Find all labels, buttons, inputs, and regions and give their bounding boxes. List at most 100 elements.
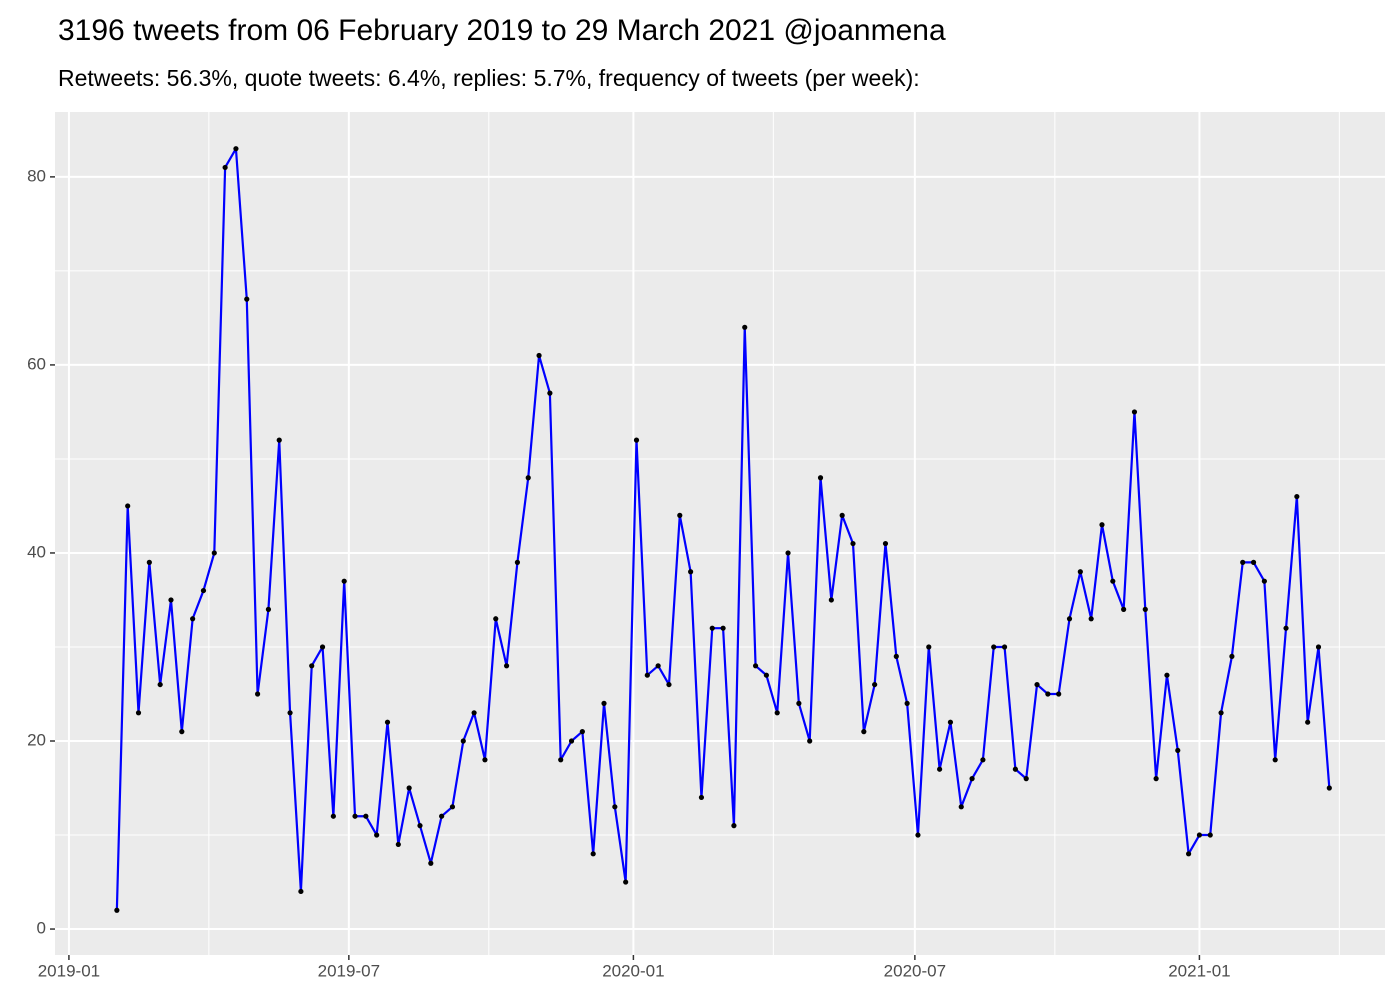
point bbox=[623, 879, 629, 885]
point bbox=[1175, 747, 1181, 754]
point bbox=[179, 729, 185, 735]
point bbox=[1326, 785, 1332, 791]
y-tick-label: 60 bbox=[27, 354, 46, 373]
chart-subtitle: Retweets: 56.3%, quote tweets: 6.4%, rep… bbox=[58, 65, 920, 91]
point bbox=[417, 823, 423, 829]
point bbox=[677, 512, 683, 518]
point bbox=[558, 757, 564, 763]
point bbox=[644, 672, 650, 678]
point bbox=[1283, 625, 1289, 631]
y-tick-label: 80 bbox=[27, 166, 46, 185]
point bbox=[190, 616, 196, 622]
point bbox=[937, 766, 943, 772]
point bbox=[861, 729, 867, 735]
point bbox=[612, 804, 618, 810]
point bbox=[114, 907, 120, 913]
point bbox=[1196, 832, 1203, 838]
point bbox=[460, 738, 466, 744]
point bbox=[980, 757, 986, 763]
point bbox=[1131, 409, 1138, 415]
point bbox=[547, 390, 553, 396]
point bbox=[1001, 644, 1008, 650]
point bbox=[1077, 569, 1083, 575]
point bbox=[839, 512, 845, 518]
point bbox=[428, 860, 434, 866]
point bbox=[146, 559, 152, 565]
point bbox=[1088, 616, 1094, 622]
point bbox=[1218, 710, 1224, 716]
point bbox=[1012, 766, 1018, 772]
point bbox=[817, 475, 824, 481]
point bbox=[1099, 522, 1105, 528]
point bbox=[298, 888, 304, 895]
point bbox=[633, 437, 640, 443]
x-tick-label: 2020-01 bbox=[602, 961, 664, 980]
point bbox=[135, 710, 142, 716]
point bbox=[233, 146, 239, 152]
point bbox=[1315, 644, 1322, 650]
point bbox=[200, 587, 207, 594]
point bbox=[774, 710, 780, 716]
point bbox=[1240, 559, 1246, 565]
point bbox=[525, 475, 531, 481]
point bbox=[157, 681, 163, 688]
point bbox=[309, 663, 315, 669]
point bbox=[244, 296, 250, 302]
point bbox=[319, 644, 326, 650]
point bbox=[1272, 757, 1278, 763]
point bbox=[807, 738, 813, 744]
point bbox=[796, 700, 802, 706]
point bbox=[374, 832, 380, 838]
point bbox=[125, 503, 131, 509]
point bbox=[341, 578, 347, 584]
point bbox=[731, 823, 737, 829]
plot-panel bbox=[55, 112, 1385, 955]
point bbox=[384, 719, 391, 725]
point bbox=[1250, 559, 1257, 565]
point bbox=[893, 653, 899, 659]
point bbox=[915, 832, 921, 838]
point bbox=[958, 804, 964, 810]
point bbox=[850, 540, 856, 547]
point bbox=[882, 540, 889, 547]
point bbox=[1056, 691, 1062, 697]
point bbox=[904, 700, 910, 706]
point bbox=[1207, 832, 1213, 838]
point bbox=[352, 813, 358, 819]
point bbox=[287, 710, 293, 716]
point bbox=[1045, 691, 1051, 697]
point bbox=[1229, 653, 1235, 659]
point bbox=[493, 616, 499, 622]
point bbox=[330, 813, 336, 819]
point bbox=[991, 644, 997, 650]
point bbox=[947, 719, 954, 725]
point bbox=[828, 597, 834, 603]
point bbox=[666, 681, 672, 688]
point bbox=[1164, 672, 1170, 678]
x-tick-label: 2019-07 bbox=[318, 961, 380, 980]
point bbox=[1305, 719, 1311, 725]
point bbox=[655, 663, 661, 669]
point bbox=[763, 672, 769, 678]
point bbox=[168, 597, 174, 603]
point bbox=[720, 625, 726, 631]
point bbox=[1185, 851, 1192, 857]
point bbox=[1034, 681, 1040, 688]
point bbox=[439, 813, 445, 819]
point bbox=[222, 164, 228, 171]
point bbox=[406, 785, 412, 791]
y-tick-label: 0 bbox=[37, 919, 46, 938]
point bbox=[742, 324, 748, 330]
point bbox=[579, 729, 585, 735]
point bbox=[395, 841, 401, 848]
point bbox=[1142, 606, 1148, 612]
point bbox=[709, 625, 715, 631]
point bbox=[1023, 776, 1029, 782]
point bbox=[601, 700, 607, 706]
point bbox=[590, 851, 596, 857]
point bbox=[1121, 606, 1127, 612]
y-tick-label: 40 bbox=[27, 542, 46, 561]
point bbox=[363, 813, 369, 819]
point bbox=[969, 776, 975, 782]
